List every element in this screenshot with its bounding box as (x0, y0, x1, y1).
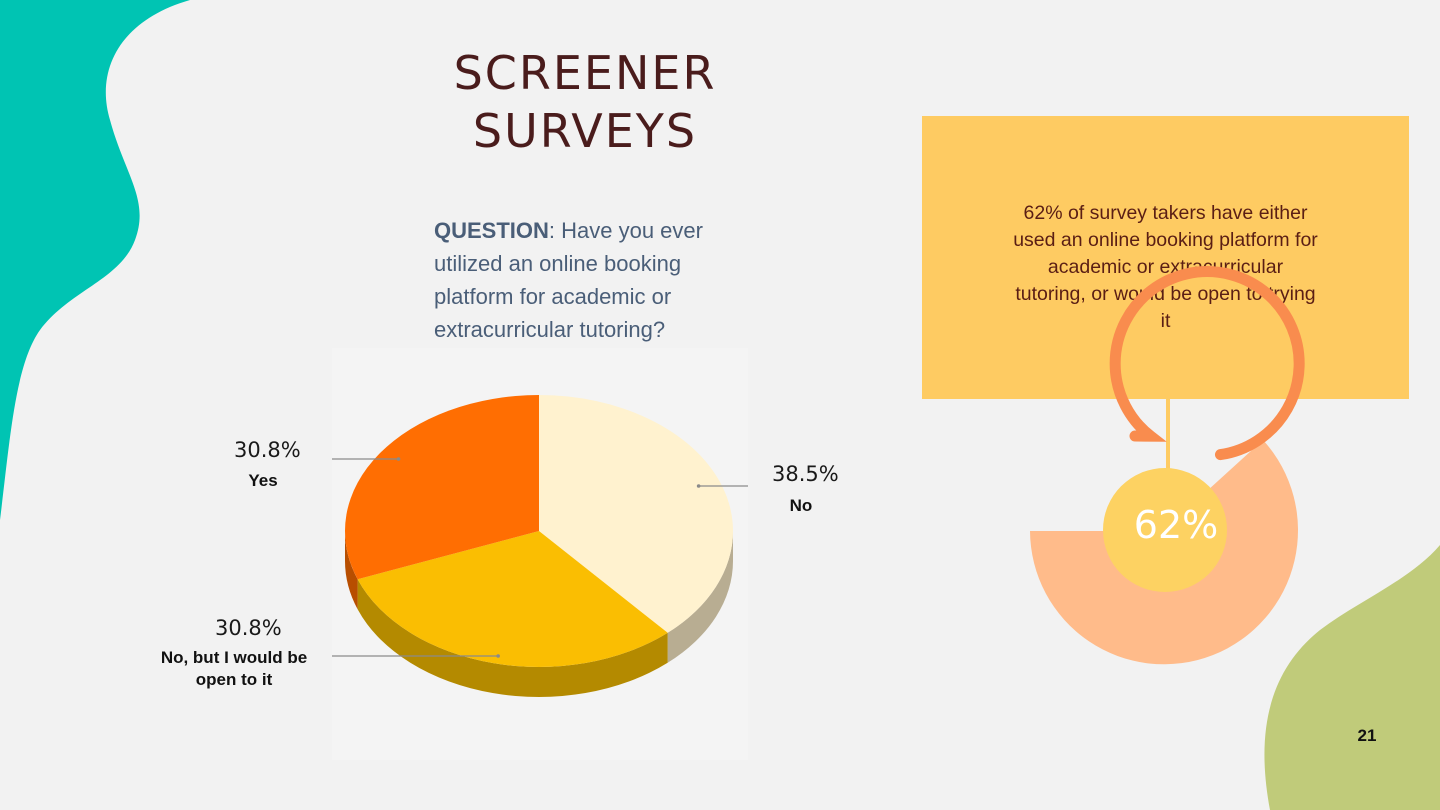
gauge-value: 62% (1133, 503, 1219, 547)
pie-side-2 (345, 531, 358, 610)
question-body: : Have you ever utilized an online booki… (434, 218, 703, 342)
callout-text: 62% of survey takers have either used an… (1013, 202, 1318, 332)
question-label: QUESTION (434, 218, 549, 243)
olive-blob (1264, 545, 1440, 810)
pie-slice-2 (345, 395, 539, 580)
pie-side-0 (667, 531, 733, 663)
pie-top (345, 394, 734, 667)
slice-yes-label: Yes (248, 471, 278, 490)
title-line-2: SURVEYS (472, 104, 698, 158)
title-line-1: SCREENER (453, 46, 717, 100)
pie-slice-0 (539, 394, 734, 633)
pie-leaders (332, 457, 748, 658)
slice-yes-value: 30.8% (234, 438, 301, 462)
callout-box: 62% of survey takers have either used an… (922, 116, 1409, 399)
gauge-ring (1109, 266, 1305, 461)
pie-side-1 (357, 579, 668, 698)
slice-no-value: 38.5% (772, 462, 839, 486)
slice-open-value: 30.8% (215, 616, 282, 640)
leader-dot-0 (696, 484, 701, 488)
slice-open-label: No, but I would be open to it (160, 648, 308, 689)
leader-dot-2 (396, 457, 401, 461)
question-text: QUESTION: Have you ever utilized an onli… (434, 214, 734, 346)
leader-dot-1 (496, 654, 500, 658)
slide-title: SCREENER SURVEYS (410, 44, 760, 160)
slice-no-label: No (789, 496, 813, 515)
pie-sides (345, 531, 733, 698)
teal-blob (0, 0, 190, 520)
pie-slice-1 (357, 531, 668, 667)
gauge-core (1103, 468, 1227, 592)
page-number: 21 (1357, 726, 1377, 745)
